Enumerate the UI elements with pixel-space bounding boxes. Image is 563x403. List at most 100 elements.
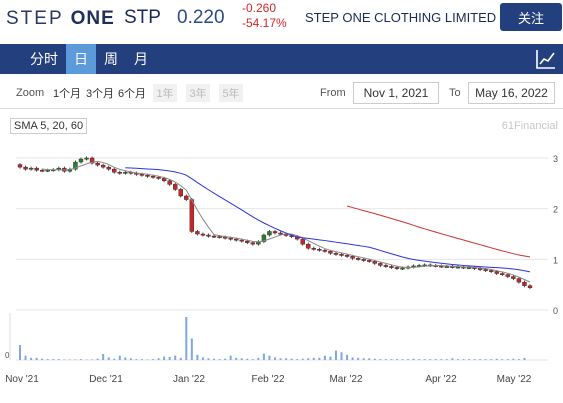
watermark: 61Financial <box>501 120 558 132</box>
candle-body <box>267 231 272 236</box>
volume-bar <box>384 359 387 360</box>
to-label: To <box>449 87 461 99</box>
candle-body <box>444 266 450 268</box>
volume-bar <box>246 358 249 360</box>
zoom-3m-button[interactable]: 3个月 <box>85 88 115 100</box>
x-tick-label: May '22 <box>497 374 532 385</box>
zoom-5y-button[interactable]: 5年 <box>219 84 243 102</box>
zoom-6m-button[interactable]: 6个月 <box>117 88 147 100</box>
candle-body <box>339 254 344 256</box>
candle-body <box>28 167 34 170</box>
volume-bar <box>174 355 177 360</box>
candle-body <box>100 164 106 168</box>
logo-word-one: ONE <box>70 8 115 29</box>
y-tick-label: 2 <box>553 205 558 215</box>
volume-bar <box>484 359 487 360</box>
volume-bar <box>57 359 60 360</box>
volume-bar <box>412 358 415 360</box>
volume-bar <box>423 359 426 360</box>
candle-body <box>239 239 244 242</box>
volume-bar <box>490 359 493 360</box>
x-tick-label: Mar '22 <box>329 374 362 385</box>
price-chart[interactable]: 3 2 1 0 0 Nov '21 Dec '21 Jan '22 Feb '22 Mar '22… <box>0 108 563 403</box>
volume-bar <box>19 344 21 360</box>
volume-bar <box>312 357 315 360</box>
candle-body <box>500 273 505 275</box>
line-chart-icon[interactable] <box>535 48 557 70</box>
candle-body <box>455 266 461 269</box>
volume-bar <box>140 359 143 360</box>
volume-bar <box>262 353 265 360</box>
x-tick-label: Jan '22 <box>173 374 205 385</box>
candle-body <box>161 178 167 182</box>
volume-bar <box>462 359 465 360</box>
volume-bar <box>207 358 210 360</box>
volume-bar <box>429 359 432 360</box>
candle-body <box>112 168 117 173</box>
sma-60-line <box>346 205 531 258</box>
candle-body <box>139 174 145 176</box>
tab-intraday[interactable]: 分时 <box>30 51 58 67</box>
candle-body <box>322 250 328 252</box>
candle-body <box>522 281 527 286</box>
volume-bar <box>407 359 410 360</box>
candle-body <box>73 161 78 170</box>
follow-button[interactable]: 关注 <box>500 3 562 31</box>
volume-bar <box>468 359 471 360</box>
volume-bar <box>517 359 520 360</box>
volume-bar <box>46 359 49 360</box>
tab-daily[interactable]: 日 <box>66 44 96 74</box>
volume-bar <box>445 359 448 360</box>
candle-body <box>400 267 405 270</box>
volume-bar <box>179 357 182 360</box>
candle-body <box>195 231 200 235</box>
candle-body <box>516 278 522 283</box>
candle-body <box>527 285 533 288</box>
candle-body <box>494 271 499 274</box>
tab-monthly[interactable]: 月 <box>134 51 148 67</box>
volume-bar <box>35 357 38 360</box>
volume-bar <box>118 355 121 360</box>
volume-bar <box>107 357 110 360</box>
volume-bar <box>79 359 82 360</box>
from-date-input[interactable]: Nov 1, 2021 <box>353 82 439 104</box>
volume-bar <box>395 359 398 360</box>
volume-bar <box>301 358 304 360</box>
volume-bar <box>357 357 360 360</box>
volume-bar <box>218 359 221 360</box>
volume-bar <box>512 358 515 360</box>
zoom-3y-button[interactable]: 3年 <box>186 84 210 102</box>
candle-body <box>78 158 84 163</box>
candle-body <box>200 233 206 236</box>
x-tick-label: Apr '22 <box>425 374 457 385</box>
volume-bar <box>473 359 476 360</box>
volume-bar <box>418 359 421 360</box>
volume-bar <box>102 353 105 360</box>
zoom-1y-button[interactable]: 1年 <box>153 84 177 102</box>
volume-bar <box>506 359 509 360</box>
volume-bar <box>152 359 155 360</box>
sma-5-line <box>42 160 531 283</box>
volume-bar <box>113 358 116 360</box>
zoom-1m-button[interactable]: 1个月 <box>52 88 82 100</box>
y-tick-label: 0 <box>553 306 558 316</box>
tab-weekly[interactable]: 周 <box>104 51 118 67</box>
volume-bar <box>334 350 337 360</box>
volume-bar <box>307 358 310 360</box>
volume-bar <box>235 357 238 360</box>
candle-body <box>245 240 250 243</box>
volume-bar <box>224 358 227 360</box>
price-change: -0.260 <box>242 1 277 15</box>
volume-bar <box>201 357 204 360</box>
volume-bar <box>91 359 94 360</box>
candle-body <box>311 247 317 250</box>
volume-bar <box>190 338 193 360</box>
y-tick-label: 1 <box>553 255 558 265</box>
to-date-input[interactable]: May 16, 2022 <box>468 82 555 104</box>
sma-indicator-label[interactable]: SMA 5, 20, 60 <box>10 118 88 134</box>
volume-bar <box>168 356 171 360</box>
volume-bar <box>290 358 293 360</box>
candle-body <box>361 259 366 261</box>
volume-bar <box>52 359 55 360</box>
zoom-label: Zoom <box>16 87 45 99</box>
